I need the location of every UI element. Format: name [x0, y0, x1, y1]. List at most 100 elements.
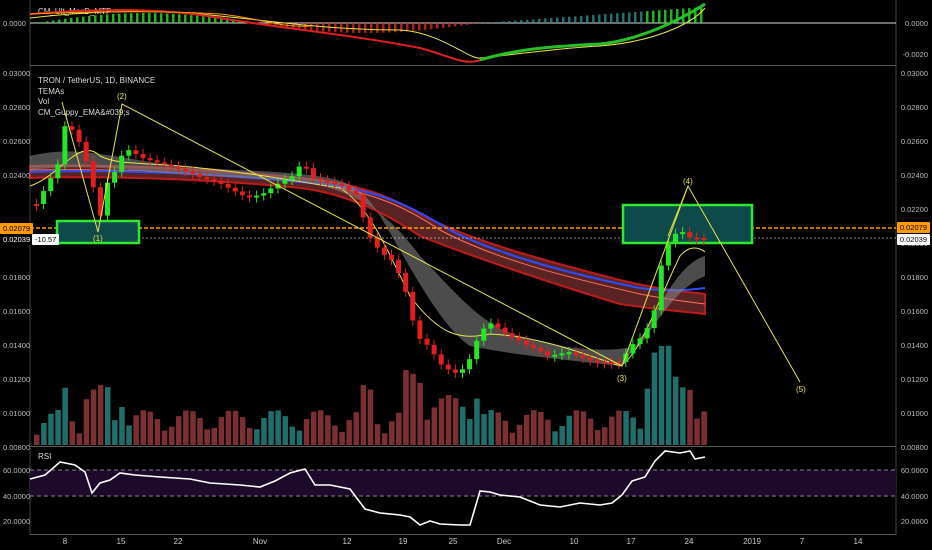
volume-bar — [701, 411, 707, 445]
volume-bar — [495, 412, 501, 445]
volume-bar — [531, 410, 537, 445]
volume-bar — [62, 387, 68, 445]
macd-histogram-bar — [652, 10, 655, 23]
macd-histogram-bar — [214, 17, 217, 23]
x-label-7: 7 — [799, 537, 805, 546]
macd-histogram-bar — [676, 9, 679, 23]
candle-body — [467, 359, 473, 370]
candle-body — [516, 337, 522, 341]
candle-body — [83, 141, 89, 162]
macd-histogram-bar — [670, 9, 673, 23]
volume-bar — [651, 352, 658, 445]
x-label-8: 8 — [62, 537, 68, 546]
candle-body — [452, 369, 458, 373]
candle-body — [609, 362, 615, 364]
volume-bar — [289, 426, 296, 445]
rsi-axis-20: 20.0000 — [900, 517, 928, 526]
macd-histogram-bar — [592, 15, 595, 23]
candle-body — [502, 327, 508, 334]
rsi-left-60: 60.0000 — [3, 466, 31, 475]
volume-bar — [623, 411, 629, 445]
macd-histogram-bar — [316, 23, 319, 31]
volume-bar — [552, 431, 558, 445]
macd-histogram-bar — [550, 18, 553, 23]
x-label-24: 24 — [684, 537, 694, 546]
macd-histogram-bar — [460, 23, 463, 26]
macd-chart[interactable] — [0, 0, 932, 66]
rsi-chart[interactable] — [0, 447, 932, 535]
macd-histogram-bar — [40, 22, 43, 23]
macd-histogram-bar — [466, 23, 469, 25]
price-axis-label-left: 0.02400 — [3, 171, 31, 180]
price-axis-label-left: 0.01800 — [3, 273, 31, 282]
macd-histogram-bar — [196, 15, 199, 23]
macd-histogram-bar — [52, 20, 55, 23]
volume-bar — [644, 388, 651, 445]
candle-body — [190, 171, 196, 175]
candle-body — [403, 272, 409, 292]
rsi-axis-40: 40.0000 — [900, 492, 928, 501]
price-axis-label: 0.03000 — [900, 69, 928, 78]
volume-bar — [282, 416, 288, 445]
volume-bar — [460, 406, 466, 445]
volume-bar — [303, 419, 310, 445]
macd-histogram-bar — [514, 20, 517, 23]
macd-histogram-bar — [118, 13, 121, 23]
macd-histogram-bar — [148, 13, 151, 23]
candle-body — [55, 164, 61, 179]
price-axis-label-left: 0.02800 — [3, 103, 31, 112]
candle-body — [41, 191, 47, 204]
x-label-12: 12 — [342, 537, 352, 546]
candle-body — [523, 340, 529, 345]
price-axis-label: 0.01800 — [900, 273, 928, 282]
price-chart[interactable] — [0, 66, 932, 447]
candle-body — [396, 259, 402, 273]
macd-histogram-bar — [628, 12, 631, 23]
macd-histogram-bar — [430, 23, 433, 30]
candle-body — [183, 168, 189, 172]
macd-histogram-bar — [142, 13, 145, 23]
candle-body — [247, 195, 252, 198]
volume-bar — [197, 418, 203, 445]
macd-histogram-bar — [694, 7, 697, 23]
candle-body — [481, 328, 487, 341]
candle-body — [389, 254, 394, 260]
time-axis[interactable]: 8 15 22 Nov 12 19 25 Dec 10 17 24 2019 7… — [0, 535, 932, 550]
macd-histogram-bar — [472, 23, 475, 25]
macd-line-red — [29, 9, 481, 63]
candle-body — [602, 361, 607, 364]
candle-body — [119, 155, 125, 172]
volume-bar — [559, 426, 565, 445]
volume-bar — [161, 430, 168, 445]
candle-body — [69, 126, 75, 130]
candle-body — [616, 362, 622, 364]
candle-body — [332, 182, 338, 185]
candle-body — [424, 338, 430, 345]
macd-histogram-bar — [358, 23, 361, 33]
candle-body — [161, 162, 167, 165]
candle-body — [232, 187, 238, 192]
volume-bar — [41, 422, 47, 445]
volume-bar — [140, 410, 146, 445]
volume-bar — [424, 419, 430, 445]
volume-bar — [339, 431, 345, 445]
candle-body — [594, 360, 600, 363]
candle-body — [261, 193, 267, 196]
volume-bar — [97, 385, 104, 445]
candle-body — [495, 323, 501, 328]
price-axis-label-left: 0.01200 — [3, 375, 31, 384]
macd-histogram-bar — [604, 14, 607, 23]
volume-bar — [389, 421, 395, 445]
macd-histogram-bar — [106, 14, 109, 23]
elliott-wave-line — [61, 101, 801, 383]
macd-histogram-bar — [646, 11, 649, 23]
macd-histogram-bar — [112, 14, 115, 23]
candle-body — [168, 164, 174, 167]
macd-histogram-bar — [400, 23, 403, 32]
legend-guppy: CM_Guppy_EMA&#039;s — [38, 107, 130, 117]
volume-bar — [474, 398, 480, 445]
x-label-10: 10 — [569, 537, 579, 546]
candle-body — [147, 158, 153, 161]
candle-body — [374, 237, 380, 248]
volume-bar — [48, 413, 54, 445]
